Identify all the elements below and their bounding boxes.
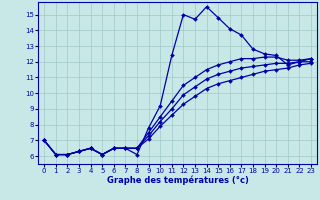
X-axis label: Graphe des températures (°c): Graphe des températures (°c) [107,176,249,185]
